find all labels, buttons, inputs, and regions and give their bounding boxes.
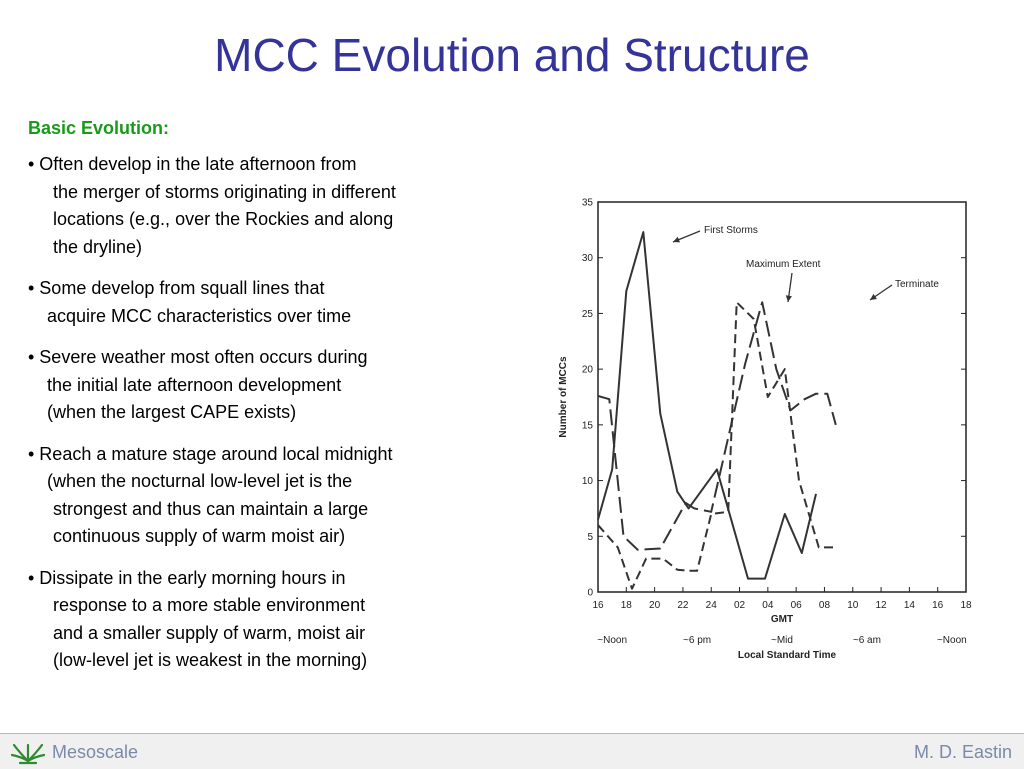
local-time-tick-label: ~6 pm [683, 635, 711, 646]
bullet-line: the initial late afternoon development [47, 374, 342, 395]
x-tick-label: 14 [904, 600, 916, 611]
footer-bar: Mesoscale M. D. Eastin [0, 733, 1024, 769]
bullet-line: the dryline) [53, 236, 143, 257]
content-panel: Basic Evolution: • Often develop in the … [28, 118, 508, 689]
bullet-item: • Severe weather most often occurs durin… [28, 344, 508, 427]
x-tick-label: 12 [876, 600, 888, 611]
footer-course-name: Mesoscale [52, 742, 139, 762]
x-axis-label: GMT [771, 614, 793, 625]
bullet-item: • Reach a mature stage around local midn… [28, 441, 508, 551]
bullet-line: • Often develop in the late afternoon fr… [28, 154, 357, 174]
y-tick-label: 35 [582, 198, 594, 209]
x-tick-label: 06 [791, 600, 803, 611]
x-tick-label: 22 [677, 600, 689, 611]
plot-frame [597, 201, 967, 593]
bullet-item: • Dissipate in the early morning hours i… [28, 565, 508, 675]
series-line-first-storms [597, 231, 817, 580]
local-time-tick-label: ~Noon [597, 635, 627, 646]
y-tick-label: 10 [582, 476, 594, 487]
y-tick-label: 20 [582, 365, 594, 376]
bullet-item: • Some develop from squall lines that acq… [28, 275, 508, 330]
y-tick-label: 0 [587, 588, 593, 599]
bullet-item: • Often develop in the late afternoon fr… [28, 151, 508, 261]
local-time-tick-label: ~6 am [853, 635, 881, 646]
x-tick-label: 24 [706, 600, 718, 611]
local-time-axis-label: Local Standard Time [738, 650, 837, 661]
mcc-line-chart: 0 5 10 15 20 25 30 35 16 18 20 22 24 02 04 06 08 10 12 14 16… [558, 198, 972, 662]
slide-title: MCC Evolution and Structure [214, 29, 810, 81]
series-line-terminate [597, 301, 837, 551]
bullet-line: • Some develop from squall lines that [28, 278, 325, 298]
bullet-line: (when the largest CAPE exists) [47, 402, 297, 422]
local-time-tick-label: ~Mid [771, 635, 793, 646]
annotation-label: Terminate [895, 279, 939, 290]
bullet-line: • Dissipate in the early morning hours i… [28, 567, 346, 588]
footer-author: M. D. Eastin [913, 742, 1012, 762]
x-tick-label: 04 [762, 600, 774, 611]
bullet-line: acquire MCC characteristics over time [47, 305, 352, 326]
bullet-line: locations (e.g., over the Rockies and al… [53, 209, 394, 229]
annotation-label: Maximum Extent [746, 259, 821, 270]
y-tick-label: 30 [582, 253, 594, 264]
x-tick-label: 18 [621, 600, 633, 611]
bullet-line: the merger of storms originating in diff… [53, 181, 396, 202]
x-tick-label: 08 [819, 600, 831, 611]
x-tick-label: 18 [960, 600, 972, 611]
bullet-line: (low-level jet is weakest in the morning… [53, 650, 368, 670]
annotation-label: First Storms [704, 225, 758, 236]
y-tick-label: 5 [587, 532, 593, 543]
bullet-line: response to a more stable environment [53, 595, 366, 615]
bullet-line: continuous supply of warm moist air) [53, 526, 346, 546]
lotus-icon [10, 743, 46, 765]
annotation-arrowhead [870, 293, 877, 300]
x-tick-label: 16 [592, 600, 604, 611]
bullet-line: strongest and thus can maintain a large [53, 498, 369, 519]
y-tick-label: 15 [582, 420, 594, 431]
y-tick-label: 25 [582, 309, 594, 320]
x-tick-label: 16 [932, 600, 944, 611]
x-tick-label: 20 [649, 600, 661, 611]
x-tick-label: 02 [734, 600, 746, 611]
bullet-line: • Reach a mature stage around local midn… [28, 443, 393, 464]
annotation-arrowhead [785, 295, 792, 302]
annotation-arrowhead [673, 236, 680, 243]
chart-panel: 0 5 10 15 20 25 30 35 16 18 20 22 24 02 04 06 08 10 12 14 16… [548, 184, 998, 664]
bullet-line: • Severe weather most often occurs durin… [28, 347, 368, 367]
section-heading: Basic Evolution: [28, 118, 170, 138]
local-time-tick-label: ~Noon [937, 635, 967, 646]
bullet-line: and a smaller supply of warm, moist air [53, 622, 366, 643]
bullet-list: • Often develop in the late afternoon fr… [28, 151, 508, 675]
y-axis-label: Number of MCCs [558, 356, 569, 438]
bullet-line: (when the nocturnal low-level jet is the [47, 471, 353, 491]
x-tick-label: 10 [847, 600, 859, 611]
